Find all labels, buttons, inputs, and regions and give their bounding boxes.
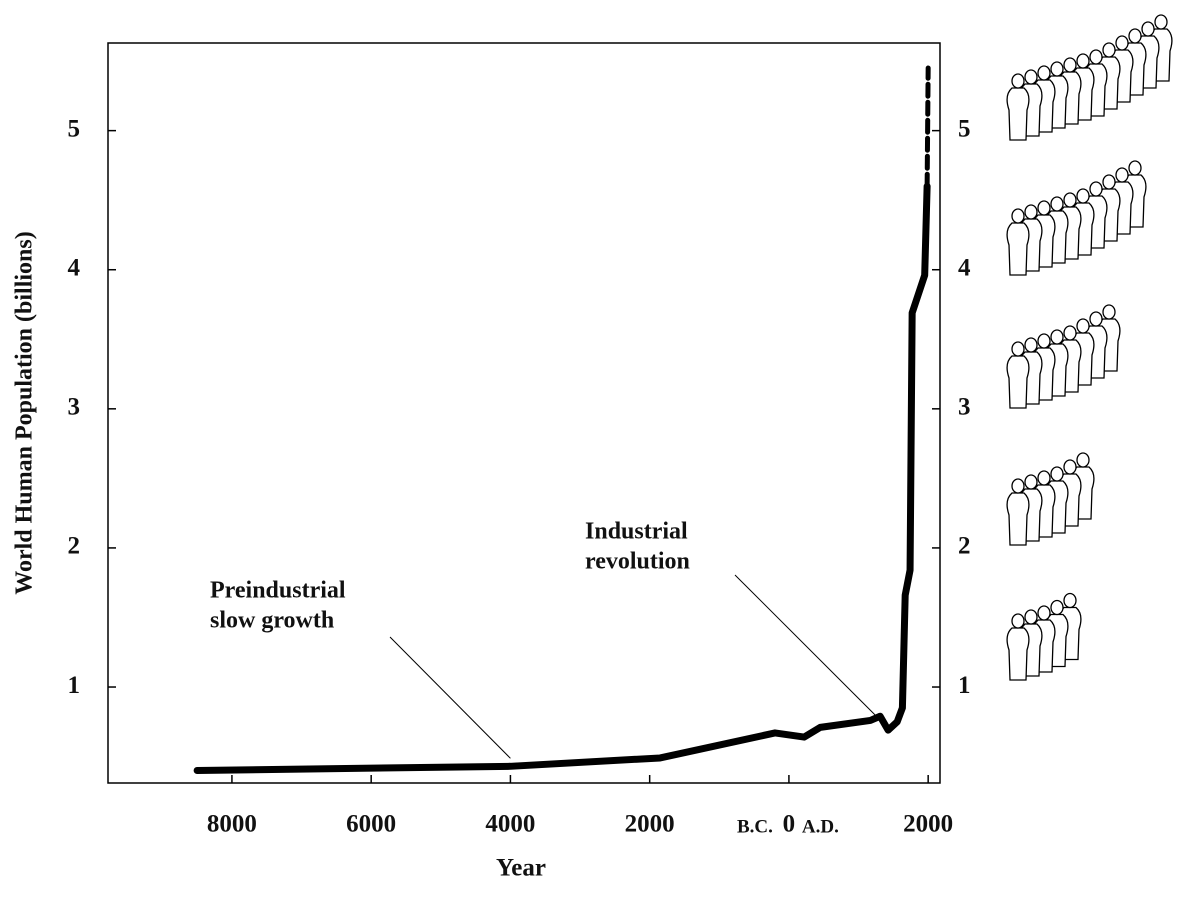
person-head xyxy=(1037,65,1051,81)
person-head xyxy=(1050,599,1064,616)
person-head xyxy=(1063,192,1077,208)
person-head xyxy=(1063,325,1077,341)
person-figure xyxy=(1006,208,1030,276)
person-head xyxy=(1011,208,1025,224)
person-body xyxy=(1006,355,1030,409)
person-head xyxy=(1076,452,1090,468)
person-head xyxy=(1037,200,1051,216)
person-head xyxy=(1011,73,1025,89)
x-tick-label: 6000 xyxy=(346,811,396,838)
annotation-leader xyxy=(734,574,879,719)
x-tick-label: 2000 xyxy=(625,811,675,838)
person-head xyxy=(1102,174,1116,190)
person-head xyxy=(1024,204,1038,220)
x-axis-label: Year xyxy=(496,855,546,882)
person-head xyxy=(1024,337,1038,353)
person-head xyxy=(1076,53,1090,69)
person-head xyxy=(1102,42,1116,58)
person-head xyxy=(1037,470,1051,486)
x-tick-label: 0 xyxy=(783,811,796,838)
x-tick-label: 2000 xyxy=(903,811,953,838)
person-head xyxy=(1141,21,1155,37)
person-head xyxy=(1037,605,1051,621)
person-head xyxy=(1089,49,1103,65)
person-head xyxy=(1128,28,1142,44)
era-label: A.D. xyxy=(802,816,839,837)
person-head xyxy=(1089,181,1103,197)
data-line xyxy=(193,182,931,774)
person-head xyxy=(1063,57,1077,73)
y-tick-label-right: 3 xyxy=(958,394,971,421)
x-tick-label: 8000 xyxy=(207,811,257,838)
annotation-text: Preindustrial xyxy=(210,578,346,604)
y-tick-label: 5 xyxy=(68,115,81,142)
people-illustration xyxy=(1006,14,1173,681)
person-head xyxy=(1063,459,1077,475)
person-figure xyxy=(1006,73,1030,141)
person-head xyxy=(1076,318,1090,334)
person-figure xyxy=(1006,341,1030,409)
y-tick-label-right: 1 xyxy=(958,672,971,699)
person-head xyxy=(1102,304,1116,320)
y-tick-label: 1 xyxy=(68,672,81,699)
person-head xyxy=(1063,592,1077,609)
person-head xyxy=(1024,474,1038,490)
y-tick-label: 3 xyxy=(68,394,81,421)
person-head xyxy=(1011,341,1025,357)
person-head xyxy=(1037,333,1051,349)
person-body xyxy=(1006,87,1030,141)
person-head xyxy=(1024,609,1038,625)
annotation-text: slow growth xyxy=(210,608,334,634)
y-tick-label: 2 xyxy=(68,533,81,560)
plot-frame xyxy=(107,42,941,784)
person-head xyxy=(1050,466,1064,482)
y-tick-label-right: 2 xyxy=(958,533,971,560)
person-head xyxy=(1115,35,1129,51)
person-head xyxy=(1011,613,1025,629)
x-tick-label: 4000 xyxy=(485,811,535,838)
annotation-text: Industrial xyxy=(585,519,688,545)
person-head xyxy=(1076,188,1090,204)
person-figure xyxy=(1006,613,1030,681)
person-head xyxy=(1115,167,1129,183)
annotation-leader xyxy=(389,636,511,759)
person-head xyxy=(1128,160,1142,176)
person-body xyxy=(1006,492,1030,546)
person-head xyxy=(1050,196,1064,212)
person-head xyxy=(1154,14,1168,30)
y-tick-label: 4 xyxy=(68,254,81,281)
person-head xyxy=(1089,311,1103,327)
era-label: B.C. xyxy=(737,816,773,837)
person-figure xyxy=(1006,478,1030,546)
person-body xyxy=(1006,222,1030,276)
y-tick-label-right: 4 xyxy=(958,254,971,281)
person-body xyxy=(1006,627,1030,681)
person-head xyxy=(1024,69,1038,85)
person-head xyxy=(1050,329,1064,345)
y-axis-label: World Human Population (billions) xyxy=(12,231,38,594)
y-tick-label-right: 5 xyxy=(958,115,971,142)
data-line xyxy=(924,65,931,189)
annotation-text: revolution xyxy=(585,549,690,575)
person-head xyxy=(1050,61,1064,77)
person-head xyxy=(1011,478,1025,494)
